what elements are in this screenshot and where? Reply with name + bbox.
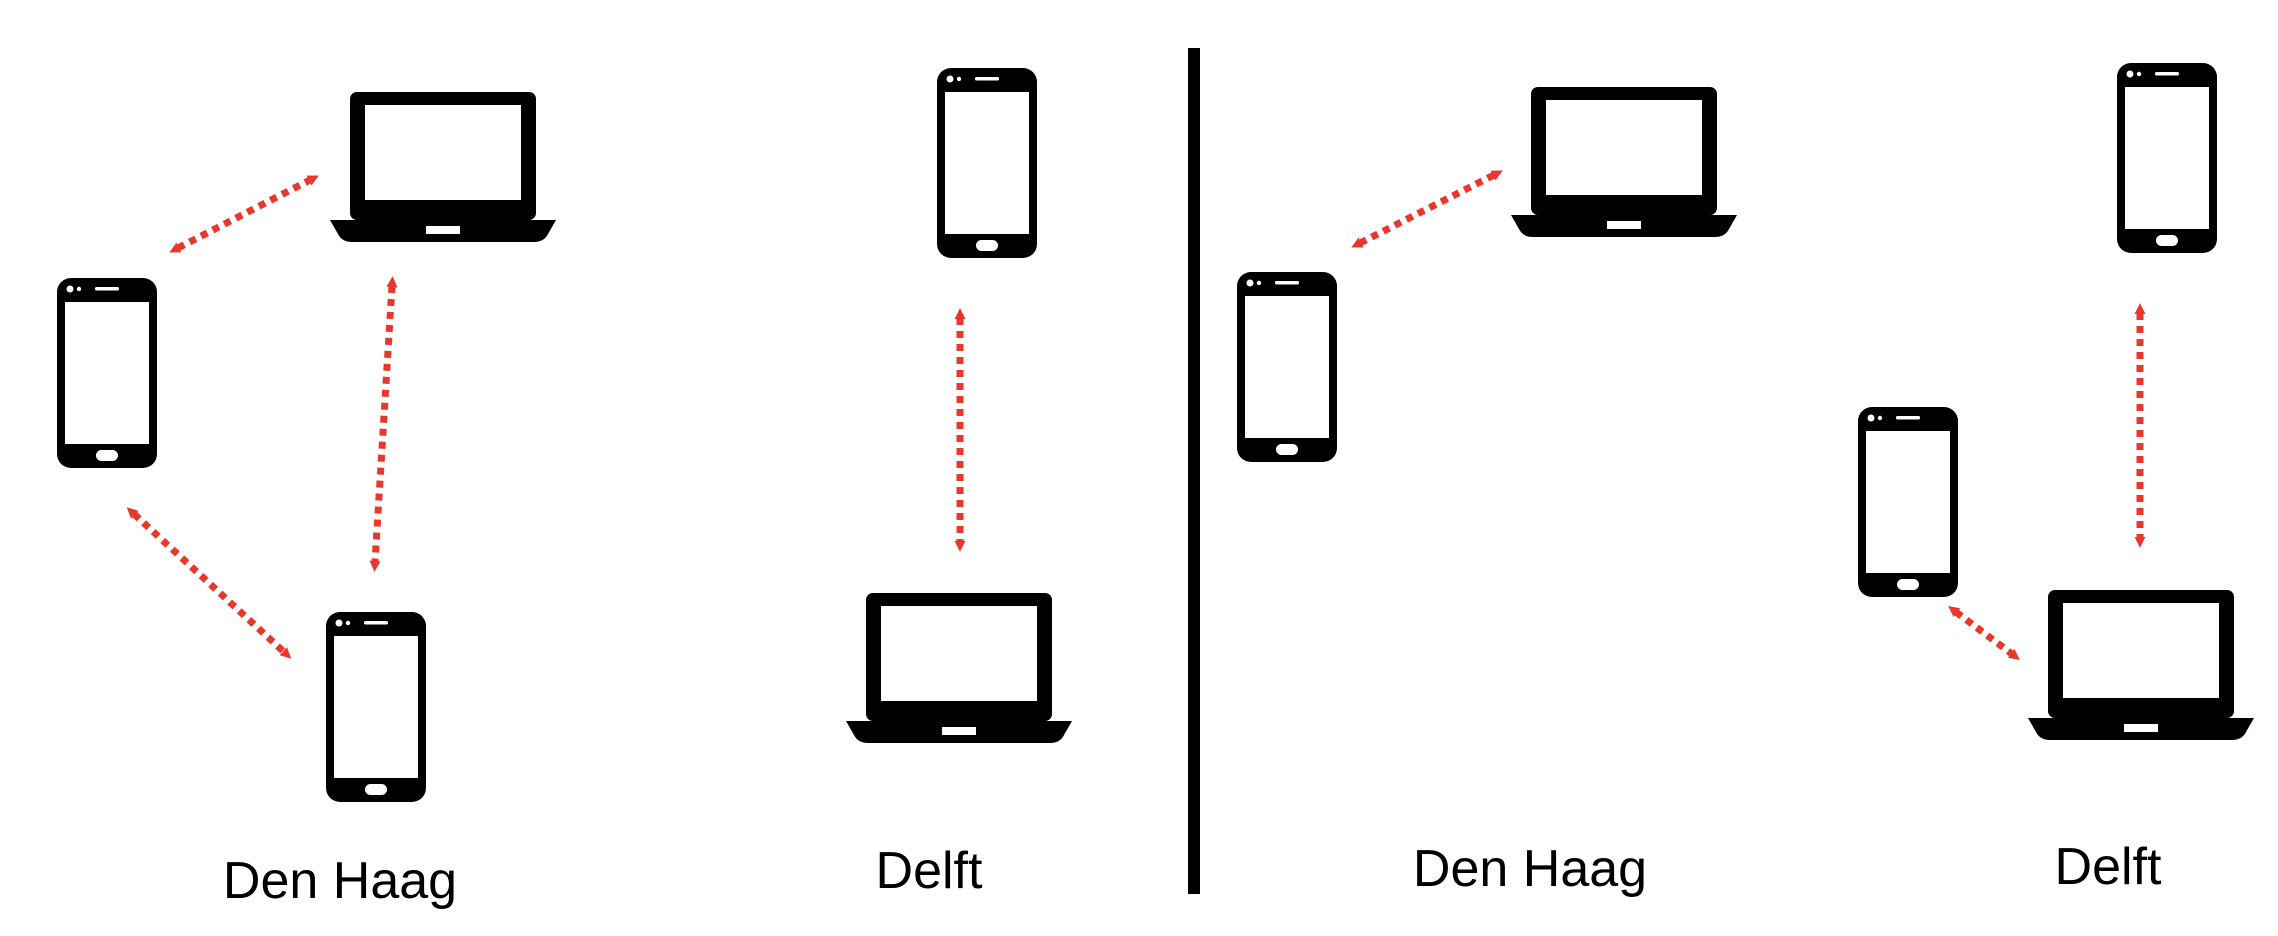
- smartphone-icon: [1237, 272, 1337, 462]
- smartphone-icon: [2117, 63, 2217, 253]
- laptop-icon: [1511, 87, 1737, 237]
- den-haag-group-right: Den Haag: [1237, 87, 1737, 898]
- link-arrow: [1351, 170, 1503, 248]
- city-label-den-haag: Den Haag: [1413, 840, 1647, 898]
- smartphone-icon: [1858, 407, 1958, 597]
- link-arrow: [369, 276, 398, 572]
- panel-divider: [1188, 48, 1200, 894]
- link-arrow: [1948, 606, 2020, 660]
- right-panel: Den Haag Delft: [1237, 63, 2254, 898]
- smartphone-icon: [937, 68, 1037, 258]
- smartphone-icon: [57, 278, 157, 468]
- left-panel: Den Haag Delft: [57, 68, 1072, 910]
- delft-group-left: Delft: [846, 68, 1072, 900]
- laptop-icon: [2028, 590, 2254, 740]
- delft-group-right: Delft: [1858, 63, 2254, 896]
- city-label-den-haag: Den Haag: [223, 852, 457, 910]
- link-arrow: [126, 507, 292, 659]
- link-arrow: [169, 175, 319, 253]
- den-haag-group-left: Den Haag: [57, 92, 556, 910]
- city-label-delft: Delft: [876, 842, 983, 900]
- city-label-delft: Delft: [2055, 838, 2162, 896]
- laptop-icon: [330, 92, 556, 242]
- smartphone-icon: [326, 612, 426, 802]
- laptop-icon: [846, 593, 1072, 743]
